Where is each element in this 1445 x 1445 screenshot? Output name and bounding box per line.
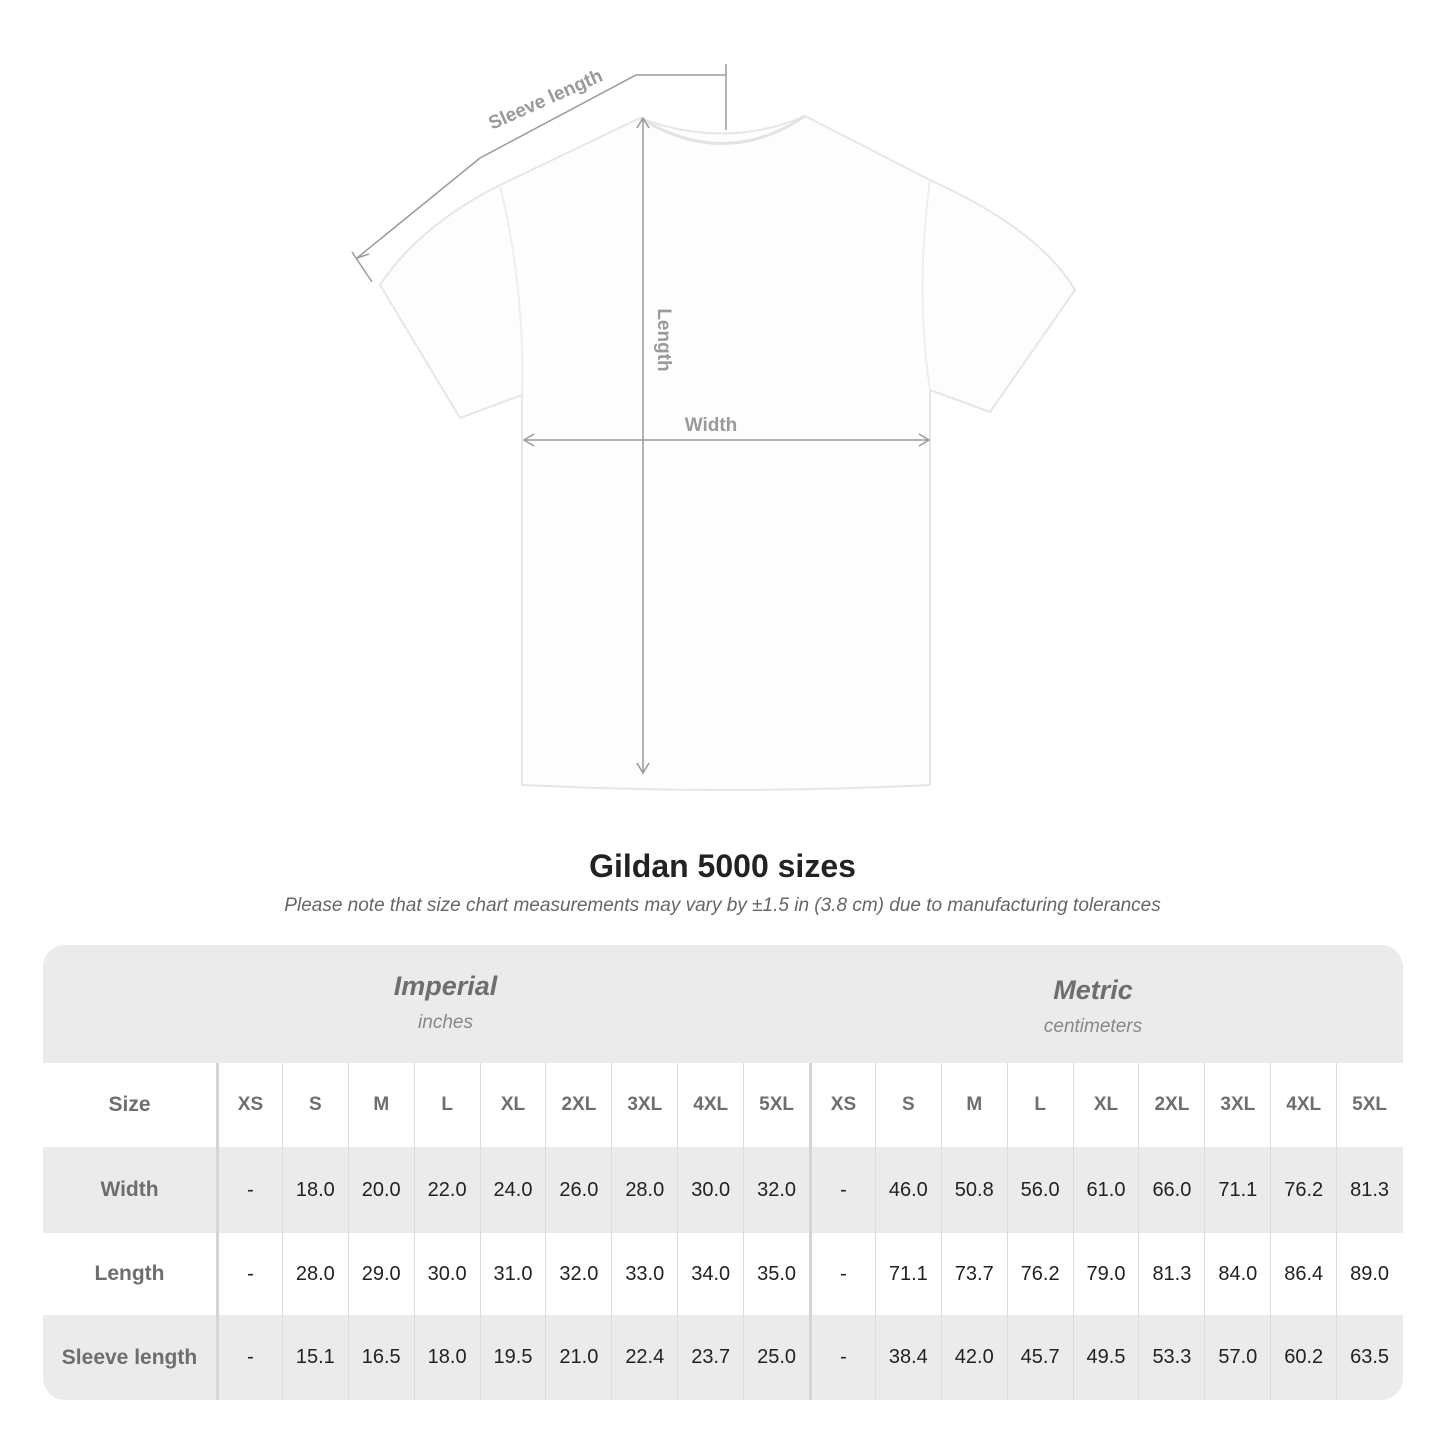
imperial-value-cell: 32.0 — [743, 1147, 809, 1233]
size-label: Size — [108, 1093, 151, 1116]
metric-value-cell: 73.7 — [940, 1233, 1007, 1315]
metric-value-cell: 61.0 — [1072, 1147, 1139, 1233]
size-metric-cell: M — [940, 1063, 1007, 1147]
size-metric-cell: L — [1006, 1063, 1073, 1147]
size-imperial-cell: 4XL — [677, 1063, 743, 1147]
metric-value-cell: 84.0 — [1204, 1233, 1270, 1315]
metric-value-cell: 71.1 — [874, 1233, 941, 1315]
metric-value-cell: 42.0 — [940, 1315, 1007, 1400]
tshirt-diagram: Sleeve length Length Width — [351, 64, 1077, 791]
size-imperial-cell: 5XL — [743, 1063, 809, 1147]
imperial-value-cell: 32.0 — [545, 1233, 611, 1315]
metric-value-cell: 53.3 — [1138, 1315, 1204, 1400]
metric-value-cell: 81.3 — [1336, 1147, 1402, 1233]
metric-value-cell: 45.7 — [1006, 1315, 1073, 1400]
size-imperial-cell: XL — [479, 1063, 546, 1147]
imperial-value-cell: 21.0 — [545, 1315, 611, 1400]
row-label: Length — [94, 1262, 165, 1285]
metric-value-cell: 49.5 — [1072, 1315, 1139, 1400]
metric-value-cell: - — [809, 1147, 875, 1233]
metric-value-cell: 56.0 — [1006, 1147, 1073, 1233]
size-metric-cell: 2XL — [1138, 1063, 1204, 1147]
size-table: Imperial inches Metric centimeters Size X… — [43, 945, 1403, 1400]
metric-unit: centimeters — [1043, 1016, 1143, 1037]
size-metric-cell: S — [874, 1063, 941, 1147]
imperial-value-cell: - — [216, 1233, 282, 1315]
metric-value-cell: 38.4 — [874, 1315, 941, 1400]
metric-value-cell: 63.5 — [1336, 1315, 1402, 1400]
metric-value-cell: 46.0 — [874, 1147, 941, 1233]
metric-value-cell: 76.2 — [1006, 1233, 1073, 1315]
size-imperial-cell: 3XL — [611, 1063, 677, 1147]
metric-value-cell: 86.4 — [1270, 1233, 1336, 1315]
imperial-value-cell: 18.0 — [281, 1147, 348, 1233]
page-title: Gildan 5000 sizes — [589, 848, 856, 884]
metric-value-cell: 71.1 — [1204, 1147, 1270, 1233]
metric-value-cell: - — [809, 1233, 875, 1315]
size-metric-cell: XS — [809, 1063, 875, 1147]
imperial-unit: inches — [418, 1012, 473, 1033]
size-metric-cell: XL — [1072, 1063, 1139, 1147]
imperial-value-cell: 30.0 — [677, 1147, 743, 1233]
imperial-value-cell: 20.0 — [347, 1147, 414, 1233]
imperial-value-cell: 24.0 — [479, 1147, 546, 1233]
imperial-value-cell: 22.0 — [413, 1147, 480, 1233]
imperial-title: Imperial — [393, 971, 498, 1001]
size-header-row: Size XS S M L XL 2XL 3XL 4XL 5XL XS S M L XL 2XL 3XL 4XL 5… — [43, 1063, 1403, 1147]
imperial-value-cell: 30.0 — [413, 1233, 480, 1315]
imperial-value-cell: 33.0 — [611, 1233, 677, 1315]
imperial-value-cell: 25.0 — [743, 1315, 809, 1400]
metric-value-cell: 89.0 — [1336, 1233, 1402, 1315]
imperial-value-cell: 28.0 — [281, 1233, 348, 1315]
imperial-value-cell: 29.0 — [347, 1233, 414, 1315]
metric-value-cell: 76.2 — [1270, 1147, 1336, 1233]
size-metric-cell: 4XL — [1270, 1063, 1336, 1147]
tolerance-note: Please note that size chart measurements… — [284, 895, 1161, 916]
imperial-value-cell: 31.0 — [479, 1233, 546, 1315]
size-imperial-cell: S — [281, 1063, 348, 1147]
metric-value-cell: 60.2 — [1270, 1315, 1336, 1400]
table-row: Sleeve length -15.1 16.5 18.0 19.5 21.0 22.4 23… — [43, 1315, 1403, 1400]
table-row: Length -28.0 29.0 30.0 31.0 32.0 33.0 34.0 35.0-… — [43, 1233, 1403, 1315]
row-label: Sleeve length — [61, 1345, 198, 1369]
imperial-value-cell: 35.0 — [743, 1233, 809, 1315]
metric-value-cell: 57.0 — [1204, 1315, 1270, 1400]
size-imperial-cell: 2XL — [545, 1063, 611, 1147]
imperial-value-cell: 26.0 — [545, 1147, 611, 1233]
metric-value-cell: 79.0 — [1072, 1233, 1139, 1315]
metric-header: Metric centimeters — [808, 975, 1378, 1038]
imperial-value-cell: 16.5 — [347, 1315, 414, 1400]
imperial-value-cell: 19.5 — [479, 1315, 546, 1400]
imperial-value-cell: 15.1 — [281, 1315, 348, 1400]
imperial-value-cell: 23.7 — [677, 1315, 743, 1400]
metric-value-cell: - — [809, 1315, 875, 1400]
imperial-value-cell: 22.4 — [611, 1315, 677, 1400]
size-metric-cell: 3XL — [1204, 1063, 1270, 1147]
metric-value-cell: 66.0 — [1138, 1147, 1204, 1233]
imperial-value-cell: - — [216, 1315, 282, 1400]
size-imperial-cell: M — [347, 1063, 414, 1147]
size-imperial-cell: XS — [216, 1063, 282, 1147]
table-row: Width -18.0 20.0 22.0 24.0 26.0 28.0 30.0 32.0-4… — [43, 1147, 1403, 1233]
imperial-value-cell: 28.0 — [611, 1147, 677, 1233]
table-header-band — [43, 945, 1403, 1063]
imperial-value-cell: 34.0 — [677, 1233, 743, 1315]
imperial-header: Imperial inches — [216, 971, 675, 1034]
imperial-value-cell: - — [216, 1147, 282, 1233]
metric-value-cell: 50.8 — [940, 1147, 1007, 1233]
metric-value-cell: 81.3 — [1138, 1233, 1204, 1315]
tshirt-illustration — [378, 114, 1077, 791]
length-label: Length — [653, 308, 674, 371]
width-label: Width — [685, 415, 738, 436]
size-metric-cell: 5XL — [1336, 1063, 1402, 1147]
row-label: Width — [100, 1178, 159, 1201]
imperial-value-cell: 18.0 — [413, 1315, 480, 1400]
metric-title: Metric — [1053, 975, 1133, 1005]
sleeve-measure-line — [356, 74, 726, 259]
size-imperial-cell: L — [413, 1063, 480, 1147]
